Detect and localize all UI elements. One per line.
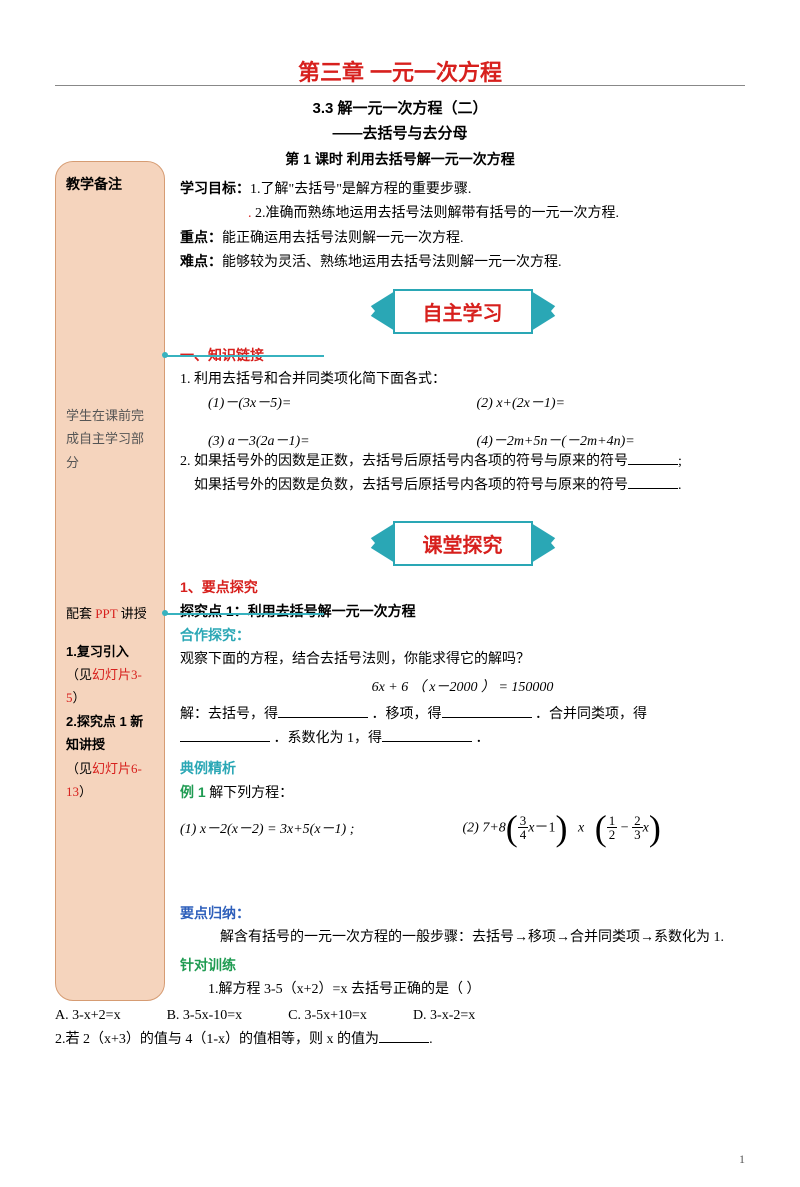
difficulty-label: 难点： [180, 253, 222, 269]
q2-line1: 2. 如果括号外的因数是正数，去括号后原括号内各项的符号与原来的符号; [180, 450, 745, 474]
step2b: ． [476, 731, 490, 746]
coop-text: 观察下面的方程，结合去括号法则，你能求得它的解吗？ [180, 648, 745, 672]
connector-line-1 [164, 355, 324, 357]
training-q2: 2.若 2（x+3）的值与 4（1-x）的值相等，则 x 的值为. [55, 1028, 745, 1048]
sidebar-item-1-slide: （见幻灯片3-5） [66, 663, 154, 710]
summary-text: 解含有括号的一元一次方程的一般步骤：去括号→移项→合并同类项→系数化为 1. [220, 926, 745, 950]
training-q1: 1.解方程 3-5（x+2）=x 去括号正确的是（ ） [208, 978, 745, 1002]
q1-b: (2) x+(2x－1)= [477, 396, 565, 411]
eq2-prefix: (2) 7+8 [463, 820, 506, 835]
connector-line-2 [164, 613, 324, 615]
example-label: 例 1 [180, 784, 206, 800]
coop-heading: 合作探究： [180, 624, 745, 648]
explore-heading: 1、要点探究 [180, 576, 745, 600]
difficulty-text: 能够较为灵活、熟练地运用去括号法则解一元一次方程. [222, 255, 562, 270]
option-a: A. 3-x+2=x [55, 1008, 121, 1024]
training-heading: 针对训练 [180, 954, 745, 978]
blank-6 [382, 728, 472, 742]
q2-prefix: 2.若 2（x+3）的值与 4（1-x）的值相等，则 x 的值为 [55, 1032, 379, 1047]
example-heading: 典例精析 [180, 757, 745, 781]
banner-class-explore: 课堂探究 [180, 521, 745, 566]
blank-1 [628, 451, 678, 465]
options-row: A. 3-x+2=x B. 3-5x-10=x C. 3-5x+10=x D. … [55, 1008, 745, 1024]
eq2: (2) 7+8(34x－1) x (12 − 23x) [463, 814, 746, 843]
teaching-notes-sidebar: 教学备注 学生在课前完成自主学习部分 配套 PPT 讲授 1.复习引入 （见幻灯… [55, 161, 165, 1001]
blank-5 [180, 728, 270, 742]
example-text: 解下列方程： [206, 786, 294, 801]
connector-dot-1 [162, 352, 168, 358]
ppt-label-suffix: 讲授 [117, 606, 146, 621]
connector-dot-2 [162, 610, 168, 616]
example-equations: (1) x－2(x－2) = 3x+5(x－1) ; (2) 7+8(34x－1… [180, 814, 745, 843]
focus-text: 能正确运用去括号法则解一元一次方程. [222, 231, 464, 246]
sidebar-item-2: 2.探究点 1 新知讲授 [66, 710, 154, 757]
sidebar-note-preclass: 学生在课前完成自主学习部分 [66, 404, 154, 474]
eq1: (1) x－2(x－2) = 3x+5(x－1) ; [180, 818, 463, 838]
blank-3 [278, 704, 368, 718]
ppt-label-prefix: 配套 [66, 606, 95, 621]
page-number: 1 [739, 1152, 745, 1167]
q1-a: (1)－(3x－5)= [208, 396, 291, 411]
q2-line2: 如果括号外的因数是负数，去括号后原括号内各项的符号与原来的符号 [194, 478, 628, 493]
option-d: D. 3-x-2=x [413, 1008, 475, 1024]
coop-step-line1: 解：去括号，得 ．移项，得 ．合并同类项，得 [180, 703, 745, 727]
footer-questions: A. 3-x+2=x B. 3-5x-10=x C. 3-5x+10=x D. … [55, 1008, 745, 1048]
goal-2: 2.准确而熟练地运用去括号法则解带有括号的一元一次方程. [255, 206, 619, 221]
q1-d: (4)－2m+5n－(－2m+4n)= [477, 434, 635, 449]
ppt-red: PPT [95, 606, 117, 621]
option-c: C. 3-5x+10=x [288, 1008, 367, 1024]
blank-7 [379, 1029, 429, 1043]
summary-heading: 要点归纳： [180, 902, 745, 926]
step2a: ．系数化为 1，得 [274, 731, 383, 746]
step1b: ．移项，得 [372, 707, 442, 722]
subtitle: ——去括号与去分母 [0, 122, 800, 143]
sidebar-title: 教学备注 [66, 174, 154, 194]
sidebar-item-2-slide: （见幻灯片6-13） [66, 757, 154, 804]
focus-label: 重点： [180, 229, 222, 245]
goals-label: 学习目标： [180, 180, 250, 196]
main-content: 学习目标：1.了解"去括号"是解方程的重要步骤. . 2.准确而熟练地运用去括号… [180, 177, 745, 1002]
blank-2 [628, 475, 678, 489]
section-title: 3.3 解一元一次方程（二） [0, 97, 800, 118]
q2-line1-text: 2. 如果括号外的因数是正数，去括号后原括号内各项的符号与原来的符号 [180, 454, 628, 469]
coop-equation: 6x + 6 （ x－2000 ） = 150000 [180, 676, 745, 700]
banner-2-text: 课堂探究 [423, 535, 503, 557]
blank-4 [442, 704, 532, 718]
sidebar-item-1: 1.复习引入 [66, 640, 154, 663]
step1a: 解：去括号，得 [180, 707, 278, 722]
top-rule [55, 85, 745, 86]
q1-c: (3) a－3(2a－1)= [208, 434, 310, 449]
coop-step-line2: ．系数化为 1，得 ． [180, 727, 745, 751]
chapter-title: 第三章 一元一次方程 [0, 55, 800, 87]
goal-dot: . [248, 206, 252, 221]
q1-text: 1. 利用去括号和合并同类项化简下面各式： [180, 368, 745, 392]
goal-1: 1.了解"去括号"是解方程的重要步骤. [250, 182, 471, 197]
q2-suffix: . [429, 1032, 433, 1047]
step1c: ．合并同类项，得 [535, 707, 647, 722]
banner-self-study: 自主学习 [180, 289, 745, 334]
sidebar-note-ppt: 配套 PPT 讲授 1.复习引入 （见幻灯片3-5） 2.探究点 1 新知讲授 … [66, 602, 154, 803]
option-b: B. 3-5x-10=x [167, 1008, 243, 1024]
banner-1-text: 自主学习 [423, 303, 503, 325]
